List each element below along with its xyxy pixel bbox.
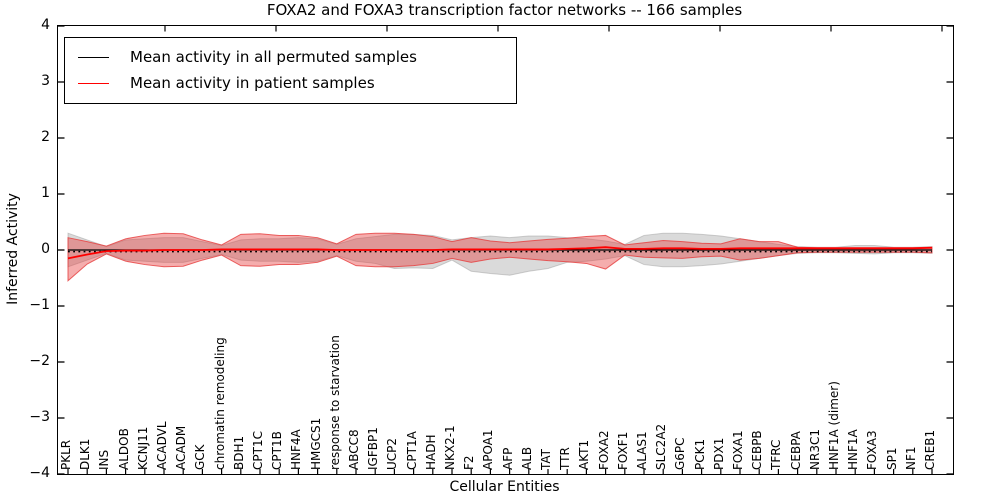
y-tick-label: 2 (41, 129, 50, 145)
x-tick-label: NR3C1 (807, 429, 822, 470)
x-tick-label: HADH (423, 434, 438, 471)
x-tick-label: TTR (558, 447, 573, 470)
x-tick-label: NKX2-1 (443, 425, 457, 470)
x-tick-label: ALAS1 (635, 431, 649, 470)
x-axis-label: Cellular Entities (449, 479, 560, 495)
y-tick-label: 0 (41, 241, 50, 257)
x-tick-label: CEBPB (750, 430, 765, 470)
patient-std-band (67, 232, 933, 282)
x-tick-label: HNF1A (846, 429, 861, 470)
plot-canvas (58, 26, 953, 474)
legend-label: Mean activity in all permuted samples (130, 48, 417, 66)
y-tick-label: 4 (41, 17, 50, 33)
x-tick-label: PCK1 (692, 438, 707, 470)
x-tick-label: FOXA3 (865, 430, 880, 470)
x-tick-label: ALDOB (116, 428, 131, 470)
legend-item-permuted: Mean activity in all permuted samples (65, 44, 516, 70)
x-tick-label: ABCC8 (347, 429, 361, 470)
x-tick-label: ACADVL (155, 421, 169, 470)
permuted-line-sample-icon (78, 56, 109, 58)
x-tick-label: AFP (500, 447, 515, 470)
legend: Mean activity in all permuted samples Me… (64, 37, 517, 104)
patient-line-sample-icon (78, 82, 109, 84)
x-tick-label: FOXA2 (596, 430, 611, 470)
y-tick-label: 1 (41, 185, 50, 201)
x-tick-label: ALB (519, 446, 534, 470)
x-tick-label: CPT1C (251, 431, 265, 470)
x-tick-label: UCP2 (385, 437, 400, 470)
x-tick-label: PDX1 (711, 437, 726, 470)
x-tick-label: CPT1A (404, 431, 419, 470)
x-tick-label: CREB1 (923, 429, 937, 470)
x-tick-label: INS (97, 449, 112, 470)
x-tick-label: APOA1 (481, 429, 496, 470)
y-tick-label: −2 (29, 353, 50, 369)
x-tick-label: chromatin remodeling (212, 337, 227, 470)
x-tick-label: CEBPA (788, 431, 803, 470)
x-tick-label: HNF1A (dimer) (827, 381, 841, 470)
y-tick-label: −3 (29, 409, 50, 425)
x-tick-label: KCNJ11 (135, 426, 150, 470)
chart-title: FOXA2 and FOXA3 transcription factor net… (266, 1, 743, 19)
x-tick-label: FOXF1 (615, 431, 630, 470)
x-tick-label: HNF4A (289, 429, 304, 470)
x-tick-label: G6PC (673, 437, 688, 470)
x-tick-label: TFRC (769, 439, 784, 470)
plot-area: Mean activity in all permuted samples Me… (57, 25, 954, 475)
x-tick-label: CPT1B (270, 431, 285, 470)
legend-item-patient: Mean activity in patient samples (65, 70, 516, 96)
y-tick-label: 3 (41, 73, 50, 89)
patient-mean-line (67, 246, 933, 260)
x-tick-label: response to starvation (327, 335, 342, 470)
legend-label: Mean activity in patient samples (130, 74, 375, 92)
x-tick-label: HMGCS1 (308, 417, 323, 470)
x-tick-label: GCK (193, 444, 208, 470)
x-tick-label: SLC2A2 (654, 423, 669, 470)
y-tick-label: −4 (29, 465, 50, 481)
x-tick-label: PKLR (59, 439, 73, 470)
x-tick-label: NF1 (903, 446, 918, 470)
x-tick-label: ACADM (174, 425, 189, 470)
x-tick-label: SP1 (884, 447, 899, 471)
x-tick-label: TAT (539, 448, 553, 470)
x-tick-label: DLK1 (78, 438, 93, 470)
x-tick-label: IGFBP1 (366, 427, 381, 470)
x-tick-label: BDH1 (231, 435, 246, 470)
y-tick-label: −1 (29, 297, 50, 313)
x-tick-label: FOXA1 (731, 430, 745, 470)
x-tick-label: AKT1 (577, 439, 592, 470)
x-tick-label: F2 (462, 455, 477, 470)
